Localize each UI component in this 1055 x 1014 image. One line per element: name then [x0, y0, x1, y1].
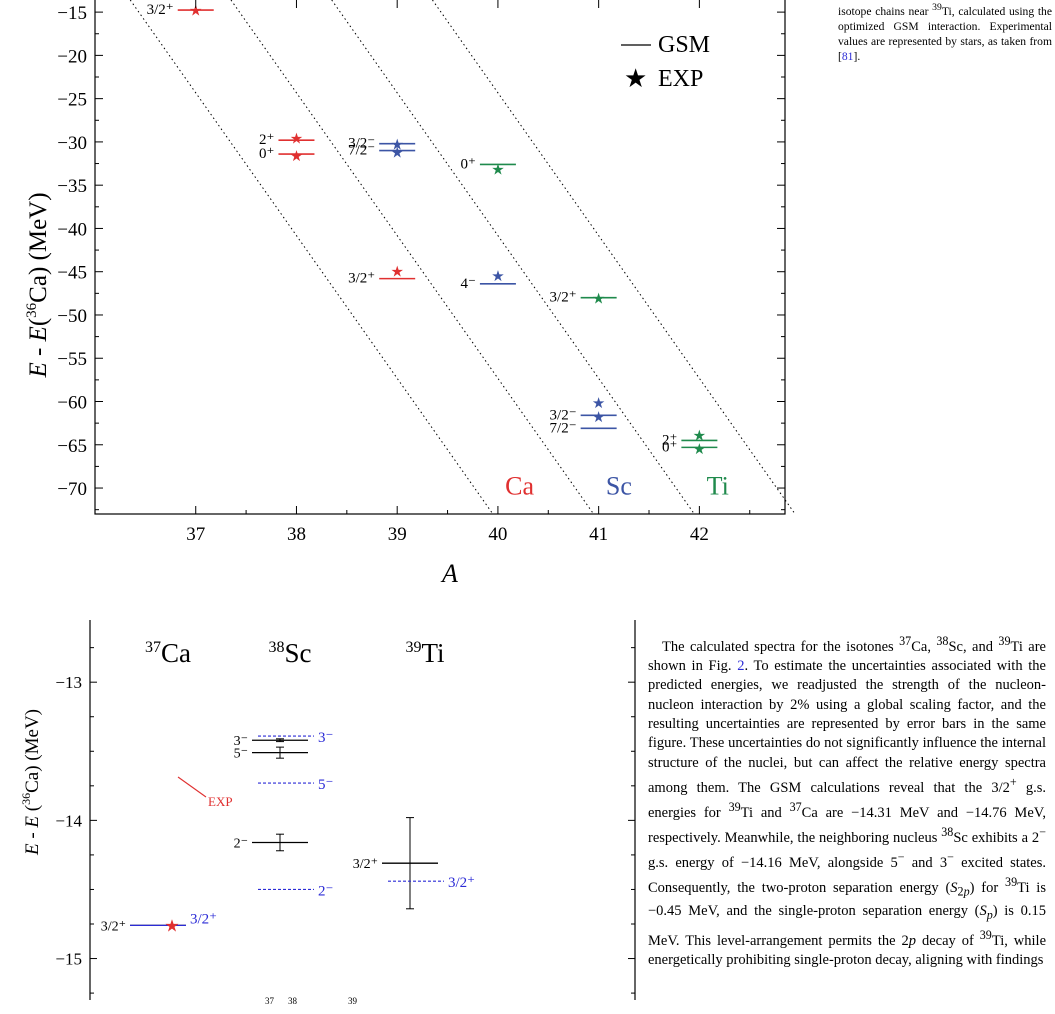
x-axis-label: A	[440, 559, 458, 588]
guide-line	[129, 0, 494, 515]
level-spin-label: 2⁺	[662, 432, 677, 448]
exp-pointer-line	[177, 776, 207, 798]
body-paragraph: The calculated spectra for the isotones …	[648, 632, 1046, 970]
exp-star: ★	[390, 138, 403, 154]
y-tick-label: −35	[57, 176, 87, 197]
exp-annotation: EXP	[177, 776, 233, 809]
exp-star: ★	[592, 410, 605, 426]
ref-spin-label: 5⁻	[318, 777, 333, 793]
chain-label-sc: Sc	[606, 471, 632, 500]
legend-exp-star-icon: ★	[624, 64, 647, 93]
y-tick-label: −50	[57, 306, 87, 327]
exp-annotation-label: EXP	[208, 794, 233, 809]
reference-link[interactable]: 81	[841, 50, 854, 64]
plot-frame	[89, 620, 636, 1000]
chain-label-ca: Ca	[505, 471, 534, 500]
level-spin-label: 3/2⁻	[348, 136, 375, 152]
y-tick-label: −45	[57, 263, 87, 284]
caption-mass-37: 37	[265, 996, 274, 1006]
figure-1-chart: ★ 3/2⁺ ★ 2⁺ ★ 0⁺ ★ 3/2⁺ ★ 3/2⁻ ★ 7/2⁻ ★ 4⁻ ★ 3/2⁻ ★ 7/2⁻ ★…	[24, 0, 796, 588]
y-tick-label: −20	[57, 46, 87, 67]
paragraph-text: The calculated spectra for the isotones …	[648, 634, 1047, 968]
ref-spin-label: 3/2⁺	[448, 875, 475, 891]
guide-line	[432, 0, 796, 515]
exp-star: ★	[592, 396, 605, 412]
exp-star: ★	[189, 3, 202, 19]
dotted-guide-lines	[129, 0, 796, 515]
nucleus-title-ca: 37Ca	[145, 638, 191, 668]
legend: GSM ★ EXP	[621, 32, 710, 93]
level-spin-label: 3/2⁺	[348, 271, 375, 287]
exp-star: ★	[693, 428, 706, 444]
y-tick-label: −15	[57, 3, 87, 24]
y-tick-label: −60	[57, 393, 87, 414]
y-tick-label: −14	[55, 811, 82, 830]
y-axis-label: E - E (36Ca) (MeV)	[19, 709, 43, 856]
x-tick-label: 39	[388, 524, 407, 545]
plot-frame	[94, 0, 786, 515]
y-tick-label: −13	[55, 673, 82, 692]
exp-star: ★	[164, 916, 179, 935]
ref-spin-label: 3/2⁺	[190, 911, 217, 927]
chain-labels: Ca Sc Ti	[505, 471, 729, 500]
gsm-spin-label: 2⁻	[234, 836, 248, 851]
x-tick-label: 37	[186, 524, 205, 545]
ref-spin-label: 2⁻	[318, 883, 333, 899]
level-marks: 3/2⁺3⁻5⁻2⁻3/2⁺3/2⁺3⁻5⁻2⁻3/2⁺★	[101, 730, 475, 935]
axis-ticks: −13 −14 −15	[55, 647, 635, 994]
nucleus-titles: 37Ca 38Sc 39Ti	[145, 638, 445, 668]
level-spin-label: 3/2⁻	[550, 407, 577, 423]
ref-spin-label: 3⁻	[318, 730, 333, 746]
guide-line	[331, 0, 695, 515]
x-tick-label: 38	[287, 524, 306, 545]
level-spin-label: 3/2⁺	[147, 2, 174, 18]
y-axis-label: E - E(36Ca) (MeV)	[24, 192, 52, 378]
legend-gsm-label: GSM	[658, 32, 710, 58]
x-tick-label: 40	[488, 524, 507, 545]
level-marks: ★ 3/2⁺ ★ 2⁺ ★ 0⁺ ★ 3/2⁺ ★ 3/2⁻ ★ 7/2⁻ ★ 4⁻ ★ 3/2⁻ ★ 7/2⁻ ★…	[147, 2, 718, 458]
caption-mass-39: 39	[348, 996, 357, 1006]
axis-ticks: 37 38 39 40 41 42 −15 −20 −25 −30 −35 −40 −45 −50 −55 −…	[57, 0, 785, 545]
chain-label-ti: Ti	[707, 471, 729, 500]
level-spin-label: 7/2⁻	[348, 143, 375, 159]
gsm-spin-label: 3/2⁺	[101, 919, 126, 934]
y-tick-label: −25	[57, 90, 87, 111]
y-tick-label: −70	[57, 479, 87, 500]
level-spin-label: 4⁻	[460, 276, 475, 292]
exp-star: ★	[491, 163, 504, 179]
x-tick-label: 41	[589, 524, 608, 545]
y-tick-label: −30	[57, 133, 87, 154]
level-spin-label: 3/2⁺	[550, 290, 577, 306]
exp-star: ★	[290, 149, 303, 165]
figure-1-caption: isotope chains near 39Ti, calculated usi…	[838, 2, 1052, 64]
gsm-spin-label: 3⁻	[234, 734, 248, 749]
nucleus-title-ti: 39Ti	[405, 638, 444, 668]
legend-exp-label: EXP	[658, 66, 703, 92]
level-spin-label: 7/2⁻	[550, 420, 577, 436]
gsm-spin-label: 5⁻	[234, 747, 248, 762]
level-spin-label: 0⁺	[259, 146, 274, 162]
gsm-spin-label: 3/2⁺	[353, 857, 378, 872]
y-tick-label: −15	[55, 950, 82, 969]
guide-line	[230, 0, 595, 515]
exp-star: ★	[491, 269, 504, 285]
y-tick-label: −65	[57, 436, 87, 457]
exp-star: ★	[693, 442, 706, 458]
exp-star: ★	[290, 131, 303, 147]
level-spin-label: 0⁺	[662, 439, 677, 455]
exp-star: ★	[390, 145, 403, 161]
exp-star: ★	[592, 292, 605, 308]
exp-star: ★	[390, 265, 403, 281]
nucleus-title-sc: 38Sc	[269, 638, 312, 668]
figure-2-chart: −13−14−15 37Ca 38Sc 39Ti 3/2⁺3⁻5⁻2⁻3/2⁺3/2…	[19, 620, 636, 1000]
level-spin-label: 2⁺	[259, 132, 274, 148]
caption-mass-38: 38	[288, 996, 297, 1006]
x-tick-label: 42	[690, 524, 709, 545]
y-tick-label: −40	[57, 219, 87, 240]
y-tick-label: −55	[57, 349, 87, 370]
level-spin-label: 0⁺	[460, 156, 475, 172]
plot-border	[94, 0, 786, 515]
